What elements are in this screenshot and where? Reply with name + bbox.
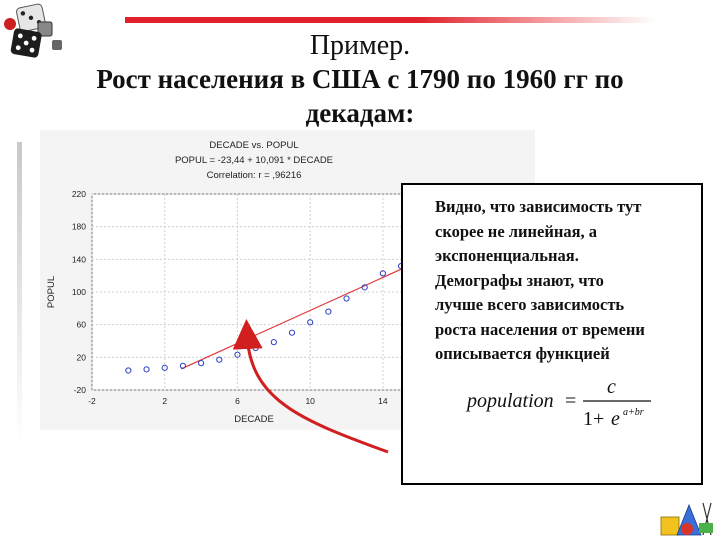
explanation-box: Видно, что зависимость тут скорее не лин… bbox=[401, 183, 703, 485]
y-tick-label: 180 bbox=[72, 222, 86, 232]
y-tick-label: 60 bbox=[77, 320, 87, 330]
formula-exponent: a+br bbox=[623, 407, 644, 418]
explanation-line: Видно, что зависимость тут bbox=[435, 197, 642, 216]
data-point bbox=[307, 319, 314, 326]
explanation-line: скорее не линейная, а bbox=[435, 221, 598, 241]
data-point bbox=[379, 270, 387, 277]
y-tick-label: -20 bbox=[74, 385, 87, 395]
x-axis-label: DECADE bbox=[234, 414, 274, 425]
y-tick-label: 220 bbox=[72, 189, 86, 199]
explanation-line: экспоненциальная. bbox=[435, 246, 579, 265]
logistic-formula: population = c 1+ e a+br bbox=[465, 376, 651, 430]
formula-denominator: 1+ bbox=[583, 408, 604, 430]
explanation-line: описывается функцией bbox=[435, 344, 610, 363]
chart-equation: POPUL = -23,44 + 10,091 * DECADE bbox=[175, 155, 333, 166]
formula-lhs: population bbox=[465, 390, 554, 412]
geometry-shapes-icon bbox=[660, 502, 713, 536]
data-point bbox=[143, 366, 150, 373]
data-point bbox=[325, 308, 332, 315]
formula-equals: = bbox=[565, 390, 576, 412]
x-tick-label: 10 bbox=[305, 396, 315, 406]
dice-icon bbox=[4, 3, 62, 58]
explanation-line: роста населения от времени bbox=[435, 319, 645, 339]
explanation-line: Демографы знают, что bbox=[435, 270, 604, 290]
explanation-text: Видно, что зависимость тут скорее не лин… bbox=[435, 195, 705, 367]
data-point bbox=[234, 351, 241, 358]
x-tick-label: 6 bbox=[235, 396, 240, 406]
slide-title-line1: Пример. bbox=[309, 30, 411, 61]
y-axis-label: POPUL bbox=[46, 276, 57, 308]
formula-numerator: c bbox=[607, 376, 616, 398]
side-bar bbox=[17, 142, 22, 442]
accent-bar bbox=[125, 17, 655, 23]
y-tick-label: 100 bbox=[72, 287, 86, 297]
chart-correlation: Correlation: r = ,96216 bbox=[207, 170, 302, 181]
formula-base: e bbox=[611, 408, 620, 430]
data-point bbox=[125, 367, 132, 374]
data-point bbox=[361, 284, 368, 291]
x-tick-label: 2 bbox=[162, 396, 167, 406]
data-point bbox=[179, 362, 187, 369]
x-tick-label: -2 bbox=[88, 396, 96, 406]
slide-title-line2: Рост населения в США с 1790 по 1960 гг п… bbox=[96, 64, 624, 94]
explanation-line: лучше всего зависимость bbox=[435, 295, 625, 314]
x-tick-label: 14 bbox=[378, 396, 388, 406]
slide-title-line3: декадам: bbox=[305, 98, 415, 128]
y-tick-label: 140 bbox=[72, 254, 86, 264]
chart-title: DECADE vs. POPUL bbox=[209, 140, 298, 151]
data-point bbox=[216, 356, 223, 363]
slide-title: Рост населения в США с 1790 по 1960 гг п… bbox=[0, 62, 720, 130]
y-tick-label: 20 bbox=[77, 352, 87, 362]
data-point bbox=[343, 295, 350, 302]
data-point bbox=[161, 364, 168, 371]
data-point bbox=[197, 360, 205, 367]
